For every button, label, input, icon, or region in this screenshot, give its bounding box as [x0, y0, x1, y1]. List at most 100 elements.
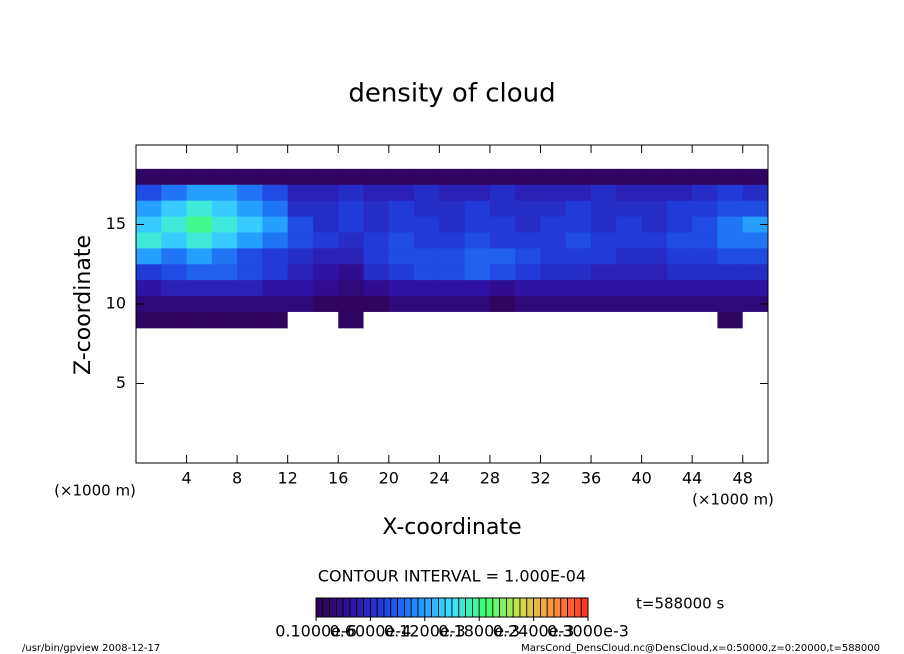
- colorbar-cell: [444, 597, 453, 618]
- cell: [186, 184, 213, 202]
- cell: [161, 296, 188, 313]
- cell: [489, 311, 516, 329]
- cell: [161, 311, 188, 329]
- cell: [616, 168, 643, 186]
- cell: [414, 311, 440, 329]
- colorbar-cell: [376, 597, 385, 618]
- colorbar-cell: [369, 597, 378, 618]
- cell: [666, 232, 693, 249]
- cell: [312, 216, 339, 233]
- cell: [388, 264, 415, 281]
- cell: [211, 248, 238, 265]
- cell: [641, 216, 668, 233]
- cell: [540, 232, 567, 249]
- x-tick-label: 12: [278, 469, 298, 488]
- cell: [338, 264, 365, 281]
- cell: [237, 232, 263, 249]
- cell: [186, 280, 213, 297]
- cell: [742, 280, 769, 297]
- cell: [439, 216, 466, 233]
- cell: [136, 296, 162, 313]
- cell: [565, 280, 592, 297]
- x-tick-label: 20: [379, 469, 399, 488]
- cell: [515, 311, 541, 329]
- cell: [641, 184, 668, 202]
- cell: [363, 184, 390, 202]
- cell: [717, 200, 744, 218]
- cell: [161, 200, 188, 218]
- cell: [287, 296, 314, 313]
- cell: [565, 264, 592, 281]
- cell: [338, 184, 365, 202]
- cell: [262, 280, 289, 297]
- cell: [312, 232, 339, 249]
- cell: [439, 264, 466, 281]
- cell: [338, 311, 365, 329]
- colorbar-tick-label: 0.1000e-6: [275, 622, 357, 641]
- cell: [363, 296, 390, 313]
- cell: [363, 168, 390, 186]
- cell: [287, 200, 314, 218]
- cell: [742, 311, 769, 329]
- colorbar-frame: [315, 597, 589, 618]
- cell: [641, 296, 668, 313]
- cell: [439, 311, 466, 329]
- cell: [414, 184, 440, 202]
- cell: [338, 216, 365, 233]
- cell: [717, 280, 744, 297]
- cell: [464, 168, 491, 186]
- colorbar-cell: [431, 597, 439, 618]
- colorbar-cell: [499, 597, 507, 618]
- cell: [237, 280, 263, 297]
- colorbar-cell: [403, 597, 412, 618]
- cell: [338, 232, 365, 249]
- cell: [464, 280, 491, 297]
- cell: [464, 264, 491, 281]
- cell: [591, 168, 617, 186]
- colorbar-cell: [574, 597, 582, 618]
- cell: [414, 280, 440, 297]
- cell: [388, 296, 415, 313]
- cell: [540, 200, 567, 218]
- cell: [742, 168, 769, 186]
- cell: [641, 311, 668, 329]
- cell: [211, 264, 238, 281]
- x-tick-label: 36: [581, 469, 601, 488]
- x-tick-label: 24: [429, 469, 449, 488]
- cell: [591, 311, 617, 329]
- cell: [742, 216, 769, 233]
- cell: [312, 248, 339, 265]
- y-tick-label: 15: [106, 214, 126, 233]
- colorbar-cell: [417, 597, 426, 618]
- cell: [439, 184, 466, 202]
- cell: [515, 264, 541, 281]
- cell: [161, 168, 188, 186]
- cell: [287, 280, 314, 297]
- colorbar-cell: [410, 597, 419, 618]
- cell: [363, 248, 390, 265]
- cell: [515, 168, 541, 186]
- cell: [186, 168, 213, 186]
- colorbar-cell: [553, 597, 562, 618]
- cell: [237, 168, 263, 186]
- cell: [363, 216, 390, 233]
- cell: [616, 248, 643, 265]
- cell: [388, 200, 415, 218]
- colorbar-cell: [383, 597, 392, 618]
- colorbar-cell: [322, 597, 330, 618]
- cell: [591, 248, 617, 265]
- cell: [717, 311, 744, 329]
- cell: [186, 248, 213, 265]
- cell: [742, 232, 769, 249]
- cell: [388, 248, 415, 265]
- cell: [464, 216, 491, 233]
- cell: [515, 296, 541, 313]
- cell: [717, 232, 744, 249]
- cell: [616, 200, 643, 218]
- colorbar-cell: [390, 597, 398, 618]
- cell: [464, 232, 491, 249]
- cell: [565, 168, 592, 186]
- cell: [237, 311, 263, 329]
- cell: [414, 216, 440, 233]
- cell: [262, 232, 289, 249]
